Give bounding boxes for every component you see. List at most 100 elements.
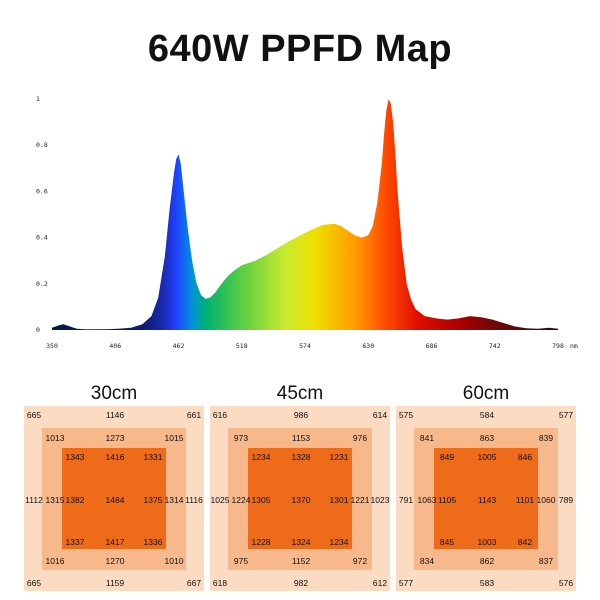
ppfd-value: 1305 [251,495,271,505]
ppfd-value: 1152 [291,556,311,566]
ppfd-value: 1224 [231,495,251,505]
ppfd-value: 1023 [370,495,390,505]
ppfd-value: 1484 [105,495,125,505]
ppfd-value: 1416 [105,452,125,462]
ppfd-value: 1315 [45,495,65,505]
x-unit-label: nm [570,342,578,350]
ppfd-value: 1273 [105,433,125,443]
ppfd-value: 1063 [417,495,437,505]
x-tick-label: 630 [362,342,374,350]
ppfd-value: 975 [233,556,249,566]
ppfd-value: 583 [479,578,495,588]
ppfd-value: 614 [372,410,388,420]
ppfd-value: 846 [517,452,533,462]
ppfd-value: 972 [352,556,368,566]
ppfd-value: 1146 [105,410,125,420]
ppfd-value: 1234 [329,537,349,547]
ppfd-value: 584 [479,410,495,420]
panel-title-45cm: 45cm [276,383,324,404]
ppfd-value: 1015 [164,433,184,443]
ppfd-map-30cm: 665 1146 661 1013 1273 1015 1343 1416 1331 1112 13… [24,406,204,591]
x-tick-label: 798 [552,342,564,350]
ppfd-value: 1234 [251,452,271,462]
ppfd-value: 1025 [210,495,230,505]
ppfd-value: 1343 [65,452,85,462]
ppfd-value: 1270 [105,556,125,566]
ppfd-value: 1159 [105,578,125,588]
y-tick-label: 1 [36,95,40,103]
ppfd-value: 577 [398,578,414,588]
ppfd-value: 1143 [477,495,497,505]
ppfd-value: 1153 [291,433,311,443]
ppfd-value: 837 [538,556,554,566]
x-tick-label: 574 [299,342,311,350]
ppfd-value: 1324 [291,537,311,547]
ppfd-value: 1331 [143,452,163,462]
ppfd-value: 1337 [65,537,85,547]
y-tick-label: 0.8 [36,141,48,149]
ppfd-value: 986 [293,410,309,420]
panel-title-30cm: 30cm [90,383,138,404]
ppfd-value: 1112 [25,495,43,505]
ppfd-value: 1228 [251,537,271,547]
ppfd-value: 1336 [143,537,163,547]
ppfd-value: 1010 [164,556,184,566]
ppfd-value: 976 [352,433,368,443]
ring-inner [62,448,166,549]
ppfd-value: 982 [293,578,309,588]
ppfd-value: 1116 [185,495,203,505]
ppfd-value: 1005 [477,452,497,462]
ppfd-value: 1060 [536,495,556,505]
ppfd-value: 791 [398,495,414,505]
ring-inner [248,448,352,549]
ppfd-value: 667 [186,578,202,588]
ppfd-value: 665 [26,578,42,588]
spectrum-area [52,99,558,330]
y-tick-label: 0.6 [36,187,48,195]
ppfd-map-45cm: 616 986 614 973 1153 976 1234 1328 1231 1025 1224 1… [210,406,390,591]
ppfd-value: 842 [517,537,533,547]
spectrum-chart: 350 406 462 518 574 630 686 742 798 0 0.2 0.4 0.6 0.… [36,95,578,350]
x-tick-label: 518 [236,342,248,350]
ppfd-value: 863 [479,433,495,443]
x-tick-label: 686 [426,342,438,350]
y-tick-label: 0 [36,326,40,334]
x-tick-label: 406 [109,342,121,350]
ppfd-value: 1101 [515,495,535,505]
ppfd-value: 577 [558,410,574,420]
ppfd-value: 839 [538,433,554,443]
x-tick-label: 742 [489,342,501,350]
ppfd-value: 576 [558,578,574,588]
ppfd-value: 849 [439,452,455,462]
page-title: 640W PPFD Map [147,28,453,70]
ppfd-value: 1370 [291,495,311,505]
y-tick-label: 0.4 [36,234,48,242]
ppfd-value: 841 [419,433,435,443]
ppfd-value: 575 [398,410,414,420]
ppfd-value: 1013 [45,433,65,443]
ppfd-value: 834 [419,556,435,566]
ppfd-value: 616 [212,410,228,420]
ppfd-value: 973 [233,433,249,443]
ppfd-value: 1301 [329,495,349,505]
ppfd-value: 845 [439,537,455,547]
ppfd-value: 1003 [477,537,497,547]
ppfd-value: 1417 [105,537,125,547]
ppfd-value: 1016 [45,556,65,566]
y-tick-label: 0.2 [36,280,48,288]
ppfd-value: 612 [372,578,388,588]
ppfd-value: 862 [479,556,495,566]
ppfd-value: 1328 [291,452,311,462]
panel-title-60cm: 60cm [462,383,510,404]
ppfd-value: 1221 [350,495,370,505]
ppfd-value: 1382 [65,495,85,505]
ppfd-value: 661 [186,410,202,420]
ppfd-map-60cm: 575 584 577 841 863 839 849 1005 846 791 1063 1105 1… [396,406,576,591]
ppfd-value: 665 [26,410,42,420]
ppfd-value: 1314 [164,495,184,505]
x-tick-label: 462 [173,342,185,350]
ppfd-value: 1105 [437,495,457,505]
x-tick-label: 350 [46,342,58,350]
ppfd-value: 1231 [329,452,349,462]
ppfd-value: 1375 [143,495,163,505]
